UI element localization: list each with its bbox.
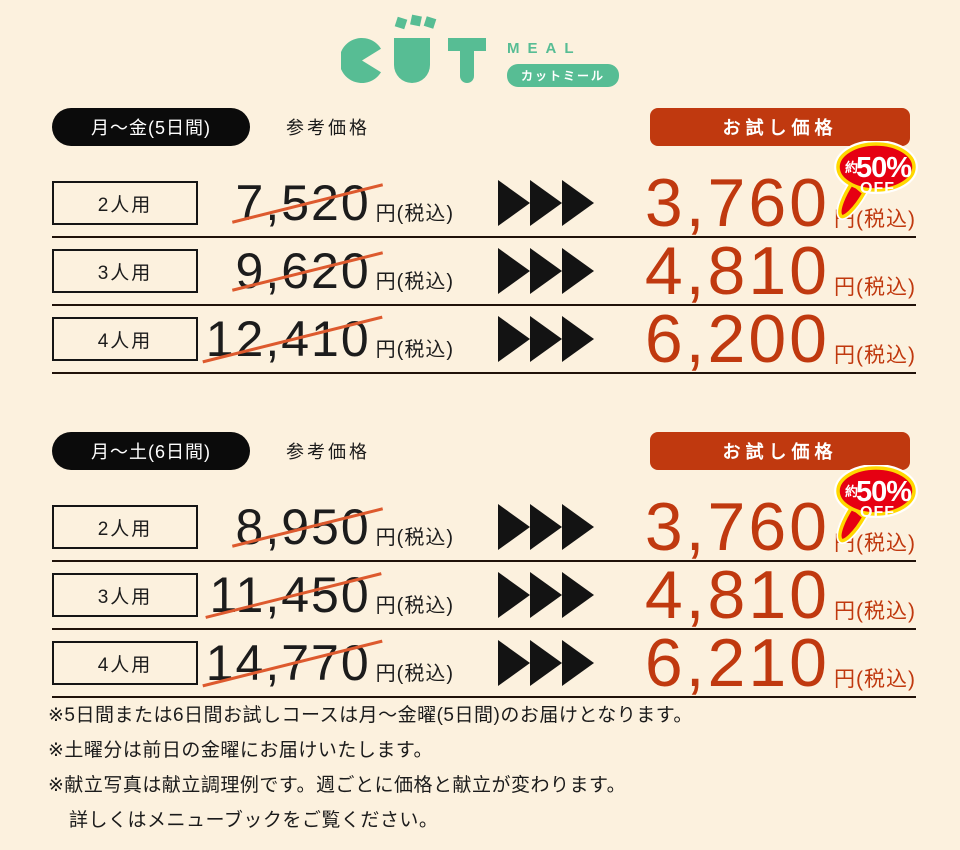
reference-price-unit: 円(税込) <box>375 339 454 361</box>
price-row-4-persons: 4人用 14,770 円(税込) 6,210 円(税込) <box>52 629 916 698</box>
reference-price: 9,620 円(税込) <box>198 246 454 296</box>
price-rows: 2人用 7,520 円(税込) 3,760 円(税込) 3人用 9,620 円(… <box>52 169 916 374</box>
price-rows: 2人用 8,950 円(税込) 3,760 円(税込) 3人用 11,450 円… <box>52 493 916 698</box>
reference-price: 14,770 円(税込) <box>198 638 454 688</box>
logo: MEAL カットミール <box>0 12 960 87</box>
trial-price-unit: 円(税込) <box>834 208 916 231</box>
reference-price: 8,950 円(税込) <box>198 502 454 552</box>
reference-price-unit: 円(税込) <box>375 527 454 549</box>
price-row-2-persons: 2人用 8,950 円(税込) 3,760 円(税込) <box>52 493 916 562</box>
reference-price: 7,520 円(税込) <box>198 178 454 228</box>
badge-approx-text: 約 <box>845 484 858 499</box>
logo-meal-text: MEAL <box>506 40 582 57</box>
trial-price: 6,200 円(税込) <box>645 305 916 373</box>
price-table-mon-sat: 月〜土(6日間) 参考価格 お試し価格 約 50% OFF 2人用 8,950 … <box>52 432 918 698</box>
trial-price: 3,760 円(税込) <box>645 493 916 561</box>
triple-arrow-icon <box>498 572 594 618</box>
price-row-4-persons: 4人用 12,410 円(税込) 6,200 円(税込) <box>52 305 916 374</box>
trial-price-unit: 円(税込) <box>834 276 916 299</box>
trial-price: 6,210 円(税込) <box>645 629 916 697</box>
serving-size-box: 3人用 <box>52 573 198 617</box>
footnote-menu-book: 詳しくはメニューブックをご覧ください。 <box>69 810 439 831</box>
trial-price-number: 3,760 <box>644 165 830 241</box>
serving-size-box: 4人用 <box>52 317 198 361</box>
reference-price: 12,410 円(税込) <box>198 314 454 364</box>
badge-value-text: 50% <box>856 152 912 184</box>
table-header: 月〜土(6日間) 参考価格 お試し価格 <box>52 432 916 470</box>
serving-size-box: 3人用 <box>52 249 198 293</box>
trial-price-number: 4,810 <box>644 557 830 633</box>
logo-tagline-pill: カットミール <box>506 64 619 87</box>
triple-arrow-icon <box>498 180 594 226</box>
triple-arrow-icon <box>498 316 594 362</box>
reference-price-unit: 円(税込) <box>375 203 454 225</box>
trial-price-number: 4,810 <box>644 233 830 309</box>
badge-off-text: OFF <box>860 504 895 521</box>
logo-text-block: MEAL カットミール <box>506 40 619 87</box>
reference-price-header: 参考価格 <box>286 118 370 138</box>
trial-price: 3,760 円(税込) <box>645 169 916 237</box>
footnotes: ※5日間または6日間お試しコースは月〜金曜(5日間)のお届けとなります。 ※土曜… <box>48 698 693 838</box>
trial-price: 4,810 円(税込) <box>645 561 916 629</box>
badge-value-text: 50% <box>856 476 912 508</box>
discount-50-off-badge-icon: 約 50% OFF <box>834 141 918 220</box>
price-row-3-persons: 3人用 9,620 円(税込) 4,810 円(税込) <box>52 237 916 306</box>
reference-price-value: 14,770 <box>202 638 383 688</box>
reference-price-unit: 円(税込) <box>375 271 454 293</box>
serving-size-box: 2人用 <box>52 505 198 549</box>
reference-price-value: 9,620 <box>231 246 383 296</box>
reference-price-value: 11,450 <box>205 570 383 620</box>
reference-price-value: 7,520 <box>231 178 383 228</box>
trial-price: 4,810 円(税込) <box>645 237 916 305</box>
discount-50-off-badge-icon: 約 50% OFF <box>834 465 918 544</box>
serving-size-box: 2人用 <box>52 181 198 225</box>
reference-price-value: 12,410 <box>202 314 383 364</box>
price-row-3-persons: 3人用 11,450 円(税込) 4,810 円(税込) <box>52 561 916 630</box>
footnote-saturday-delivery: ※土曜分は前日の金曜にお届けいたします。 <box>48 740 434 761</box>
badge-approx-text: 約 <box>845 160 858 175</box>
triple-arrow-icon <box>498 248 594 294</box>
triple-arrow-icon <box>498 640 594 686</box>
reference-price-header: 参考価格 <box>286 442 370 462</box>
serving-size-box: 4人用 <box>52 641 198 685</box>
logo-tagline-text: カットミール <box>520 69 605 83</box>
trial-price-unit: 円(税込) <box>834 532 916 555</box>
price-table-mon-fri: 月〜金(5日間) 参考価格 お試し価格 約 50% OFF 2人用 7,520 … <box>52 108 918 374</box>
reference-price-unit: 円(税込) <box>375 663 454 685</box>
triple-arrow-icon <box>498 504 594 550</box>
trial-price-unit: 円(税込) <box>834 344 916 367</box>
plan-badge: 月〜土(6日間) <box>52 432 250 470</box>
trial-price-number: 6,200 <box>644 301 830 377</box>
reference-price-value: 8,950 <box>231 502 383 552</box>
trial-price-unit: 円(税込) <box>834 668 916 691</box>
trial-price-unit: 円(税込) <box>834 600 916 623</box>
badge-off-text: OFF <box>860 180 895 197</box>
table-header: 月〜金(5日間) 参考価格 お試し価格 <box>52 108 916 146</box>
price-row-2-persons: 2人用 7,520 円(税込) 3,760 円(税込) <box>52 169 916 238</box>
plan-badge: 月〜金(5日間) <box>52 108 250 146</box>
trial-price-header: お試し価格 <box>650 432 910 470</box>
footnote-menu-changes: ※献立写真は献立調理例です。週ごとに価格と献立が変わります。 <box>48 775 627 796</box>
trial-price-number: 6,210 <box>644 625 830 701</box>
cut-logo-icon <box>340 14 486 83</box>
reference-price-unit: 円(税込) <box>375 595 454 617</box>
trial-price-number: 3,760 <box>644 489 830 565</box>
footnote-delivery-days: ※5日間または6日間お試しコースは月〜金曜(5日間)のお届けとなります。 <box>48 705 693 726</box>
reference-price: 11,450 円(税込) <box>198 570 454 620</box>
trial-price-header: お試し価格 <box>650 108 910 146</box>
